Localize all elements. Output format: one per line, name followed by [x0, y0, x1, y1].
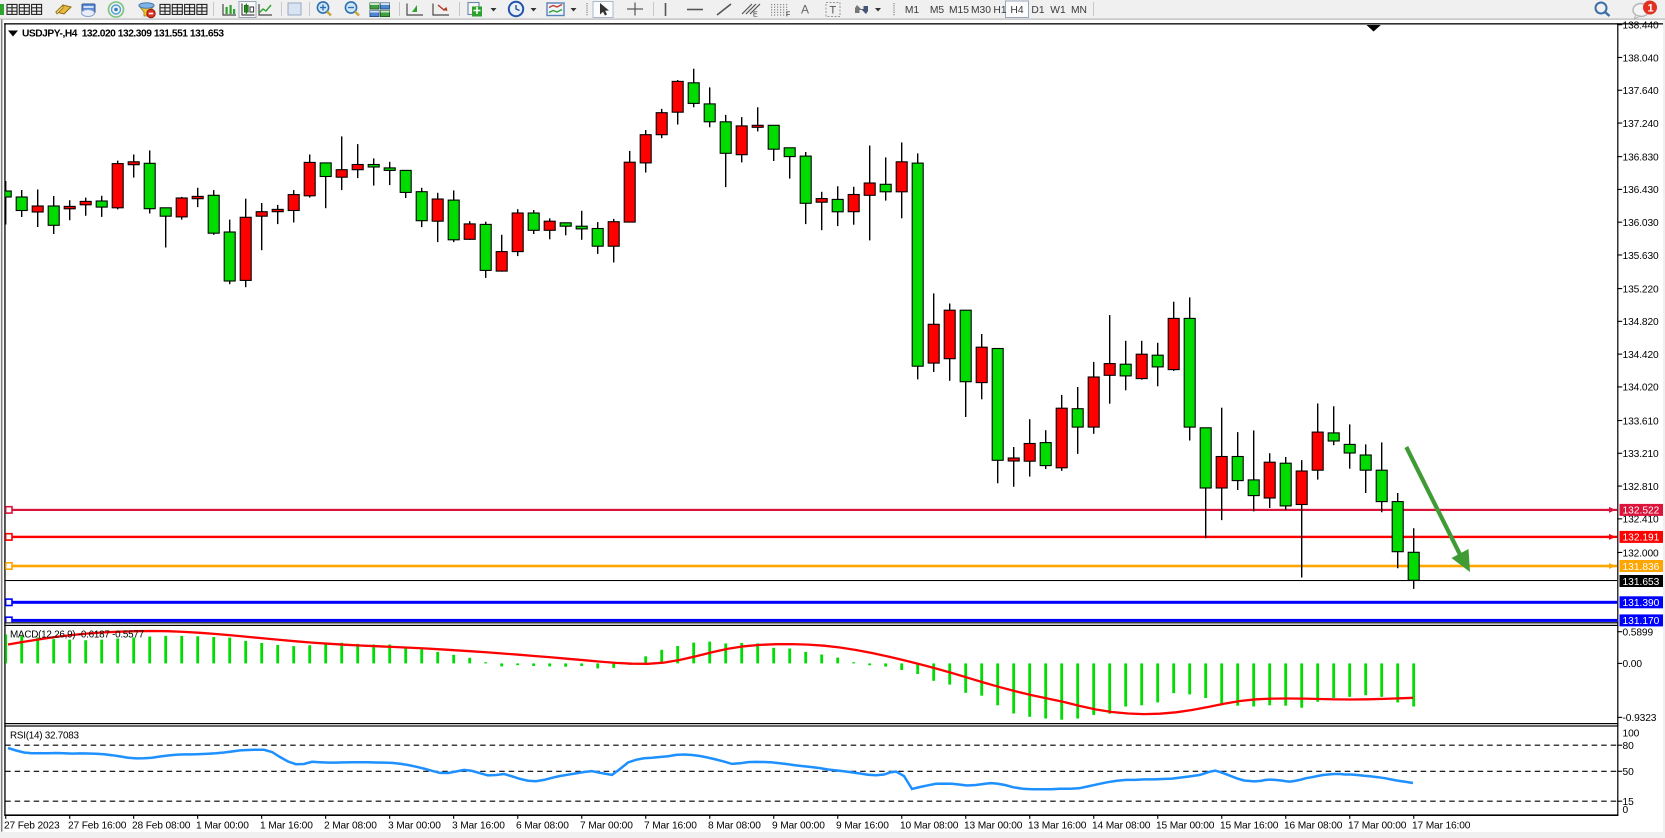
svg-text:131.390: 131.390: [1623, 598, 1660, 609]
svg-text:133.210: 133.210: [1623, 449, 1660, 460]
svg-text:136.430: 136.430: [1623, 185, 1660, 196]
svg-text:9 Mar 16:00: 9 Mar 16:00: [836, 821, 889, 832]
svg-text:M15: M15: [949, 5, 969, 16]
svg-text:H4: H4: [1010, 5, 1023, 16]
svg-text:136.830: 136.830: [1623, 152, 1660, 163]
svg-text:M30: M30: [971, 5, 991, 16]
svg-text:-0.9323: -0.9323: [1623, 713, 1657, 724]
svg-text:132.810: 132.810: [1623, 482, 1660, 493]
svg-text:135.220: 135.220: [1623, 284, 1660, 295]
svg-text:17 Mar 16:00: 17 Mar 16:00: [1412, 821, 1471, 832]
svg-text:15 Mar 16:00: 15 Mar 16:00: [1220, 821, 1279, 832]
svg-text:132.522: 132.522: [1623, 506, 1660, 517]
svg-text:132.191: 132.191: [1623, 533, 1660, 544]
svg-text:10 Mar 08:00: 10 Mar 08:00: [900, 821, 959, 832]
svg-text:3 Mar 00:00: 3 Mar 00:00: [388, 821, 441, 832]
svg-text:134.820: 134.820: [1623, 317, 1660, 328]
svg-text:137.240: 137.240: [1623, 119, 1660, 130]
svg-text:100: 100: [1623, 728, 1640, 739]
svg-text:28 Feb 08:00: 28 Feb 08:00: [132, 821, 191, 832]
svg-text:131.653: 131.653: [1623, 577, 1660, 588]
svg-text:27 Feb 16:00: 27 Feb 16:00: [68, 821, 127, 832]
svg-text:134.420: 134.420: [1623, 350, 1660, 361]
svg-text:1: 1: [1648, 3, 1654, 15]
svg-text:132.000: 132.000: [1623, 548, 1660, 559]
svg-text:132.410: 132.410: [1623, 515, 1660, 526]
svg-text:14 Mar 08:00: 14 Mar 08:00: [1092, 821, 1151, 832]
svg-text:0: 0: [1623, 805, 1629, 816]
svg-text:0.5899: 0.5899: [1623, 628, 1654, 639]
svg-text:16 Mar 08:00: 16 Mar 08:00: [1284, 821, 1343, 832]
svg-text:M5: M5: [930, 5, 945, 16]
svg-text:135.630: 135.630: [1623, 251, 1660, 262]
svg-text:D1: D1: [1031, 5, 1044, 16]
svg-text:MN: MN: [1071, 5, 1087, 16]
svg-text:80: 80: [1623, 741, 1635, 752]
svg-text:E: E: [753, 12, 758, 19]
svg-text:137.640: 137.640: [1623, 86, 1660, 97]
svg-text:MACD(12,26,9) -0.6187 -0.5577: MACD(12,26,9) -0.6187 -0.5577: [10, 629, 144, 640]
svg-text:15: 15: [1623, 797, 1635, 808]
svg-text:0.00: 0.00: [1623, 659, 1643, 670]
svg-text:7 Mar 16:00: 7 Mar 16:00: [644, 821, 697, 832]
svg-text:9 Mar 00:00: 9 Mar 00:00: [772, 821, 825, 832]
svg-text:17 Mar 00:00: 17 Mar 00:00: [1348, 821, 1407, 832]
svg-text:8 Mar 08:00: 8 Mar 08:00: [708, 821, 761, 832]
svg-text:50: 50: [1623, 767, 1635, 778]
svg-text:27 Feb 2023: 27 Feb 2023: [4, 821, 60, 832]
svg-text:134.020: 134.020: [1623, 383, 1660, 394]
svg-text:13 Mar 00:00: 13 Mar 00:00: [964, 821, 1023, 832]
svg-text:7 Mar 00:00: 7 Mar 00:00: [580, 821, 633, 832]
svg-text:T: T: [830, 5, 837, 17]
svg-text:1 Mar 16:00: 1 Mar 16:00: [260, 821, 313, 832]
svg-text:131.836: 131.836: [1623, 562, 1660, 573]
svg-text:M1: M1: [905, 5, 920, 16]
svg-text:136.030: 136.030: [1623, 218, 1660, 229]
svg-text:138.040: 138.040: [1623, 53, 1660, 64]
svg-text:13 Mar 16:00: 13 Mar 16:00: [1028, 821, 1087, 832]
svg-text:A: A: [801, 3, 809, 17]
svg-text:USDJPY-,H4 132.020 132.309 13: USDJPY-,H4 132.020 132.309 131.551 131.6…: [22, 28, 224, 39]
svg-text:133.610: 133.610: [1623, 416, 1660, 427]
svg-text:131.170: 131.170: [1623, 616, 1660, 627]
svg-text:RSI(14) 32.7083: RSI(14) 32.7083: [10, 730, 79, 741]
svg-text:W1: W1: [1050, 5, 1066, 16]
svg-text:H1: H1: [993, 5, 1006, 16]
svg-text:1 Mar 00:00: 1 Mar 00:00: [196, 821, 249, 832]
svg-text:6 Mar 08:00: 6 Mar 08:00: [516, 821, 569, 832]
svg-text:15 Mar 00:00: 15 Mar 00:00: [1156, 821, 1215, 832]
svg-text:138.440: 138.440: [1623, 21, 1660, 32]
svg-text:2 Mar 08:00: 2 Mar 08:00: [324, 821, 377, 832]
svg-text:3 Mar 16:00: 3 Mar 16:00: [452, 821, 505, 832]
svg-text:F: F: [786, 12, 790, 19]
